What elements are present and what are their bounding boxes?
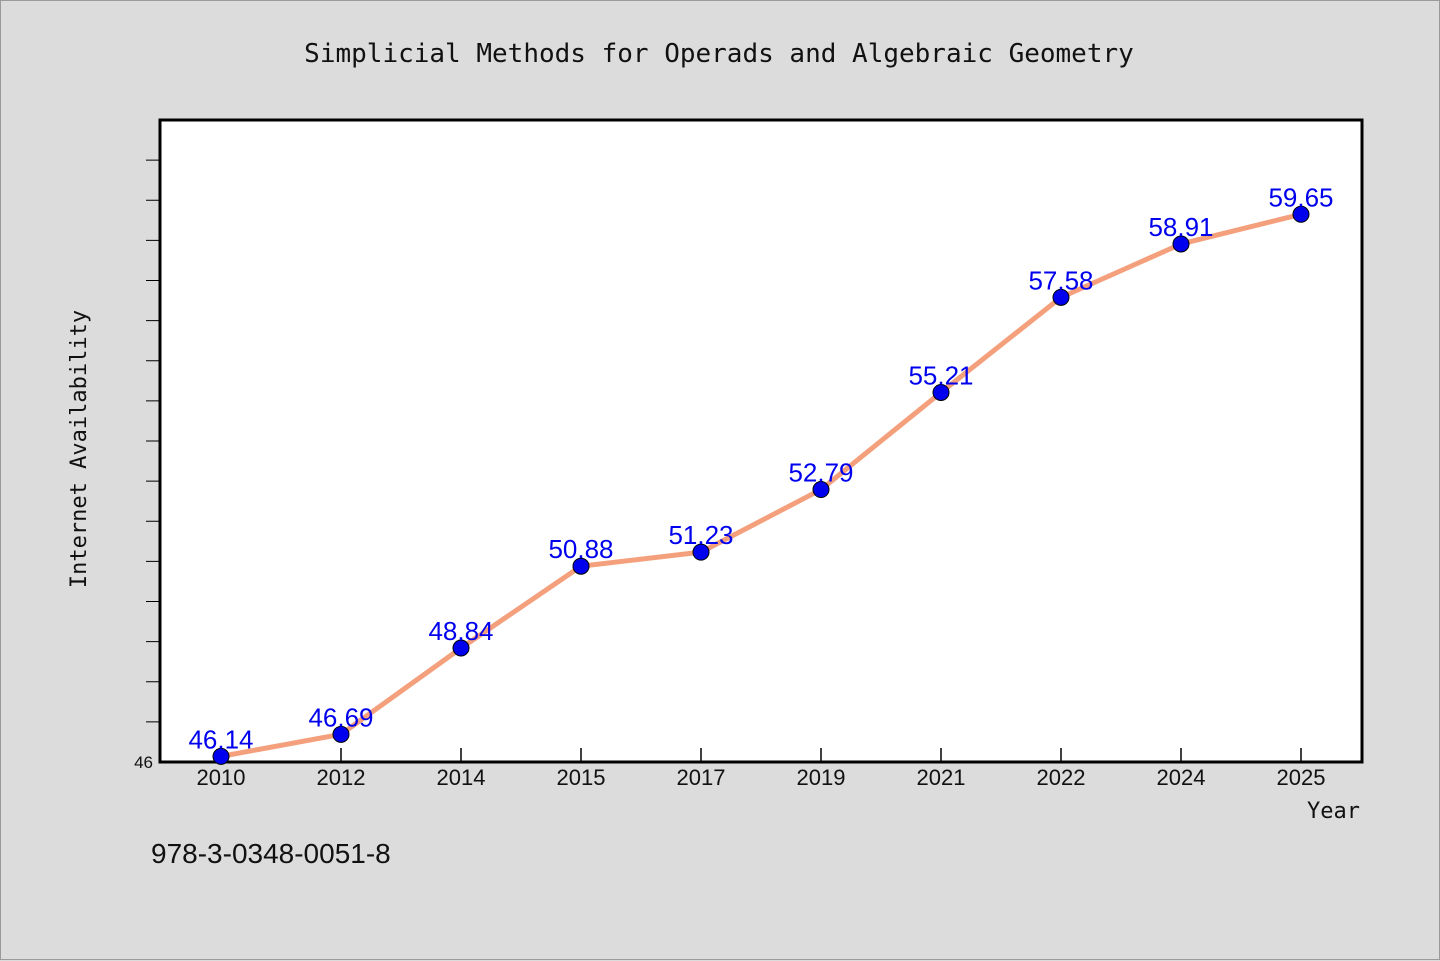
data-point bbox=[932, 383, 950, 401]
data-label: 58.91 bbox=[1148, 212, 1213, 242]
x-tick-label: 2025 bbox=[1277, 765, 1326, 790]
series-line bbox=[218, 211, 1304, 759]
x-tick-label: 2021 bbox=[917, 765, 966, 790]
data-point bbox=[1292, 205, 1310, 223]
x-tick-label: 2019 bbox=[797, 765, 846, 790]
data-label: 46.69 bbox=[308, 702, 373, 732]
data-point bbox=[812, 481, 830, 499]
x-tick-label: 2017 bbox=[677, 765, 726, 790]
data-point bbox=[452, 639, 470, 657]
data-label: 55.21 bbox=[908, 360, 973, 390]
data-label: 59.65 bbox=[1268, 182, 1333, 212]
data-point bbox=[1172, 235, 1190, 253]
data-label: 50.88 bbox=[548, 534, 613, 564]
data-label: 46.14 bbox=[188, 724, 253, 754]
x-tick-label: 2024 bbox=[1157, 765, 1206, 790]
data-label: 51.23 bbox=[668, 520, 733, 550]
x-tick-label: 2015 bbox=[557, 765, 606, 790]
data-point bbox=[212, 747, 230, 765]
data-point bbox=[1052, 288, 1070, 306]
y-tick-label: 46 bbox=[134, 753, 153, 772]
data-point bbox=[692, 543, 710, 561]
data-point bbox=[572, 557, 590, 575]
data-labels: 46.14 46.69 48.84 50.88 51.23 52.79 55.21 57.58… bbox=[188, 182, 1333, 754]
x-tick-label: 2022 bbox=[1037, 765, 1086, 790]
chart-title: Simplicial Methods for Operads and Algeb… bbox=[304, 39, 1134, 69]
y-axis-ticks: 46 bbox=[134, 159, 160, 772]
x-tick-label: 2014 bbox=[437, 765, 486, 790]
data-label: 48.84 bbox=[428, 616, 493, 646]
x-tick-label: 2010 bbox=[197, 765, 246, 790]
data-label: 52.79 bbox=[788, 458, 853, 488]
isbn-text: 978-3-0348-0051-8 bbox=[151, 838, 391, 869]
plot-area bbox=[158, 118, 1364, 764]
series-markers bbox=[212, 205, 1310, 765]
x-axis-ticks: 2010 2012 2014 2015 2017 2019 2021 2022 2024 2025 bbox=[197, 748, 1326, 790]
y-axis-label: Internet Availability bbox=[67, 310, 92, 588]
x-tick-label: 2012 bbox=[317, 765, 366, 790]
series-line-group bbox=[218, 211, 1304, 759]
x-axis-label: Year bbox=[1307, 799, 1360, 824]
data-label: 57.58 bbox=[1028, 265, 1093, 295]
data-point bbox=[332, 725, 350, 743]
